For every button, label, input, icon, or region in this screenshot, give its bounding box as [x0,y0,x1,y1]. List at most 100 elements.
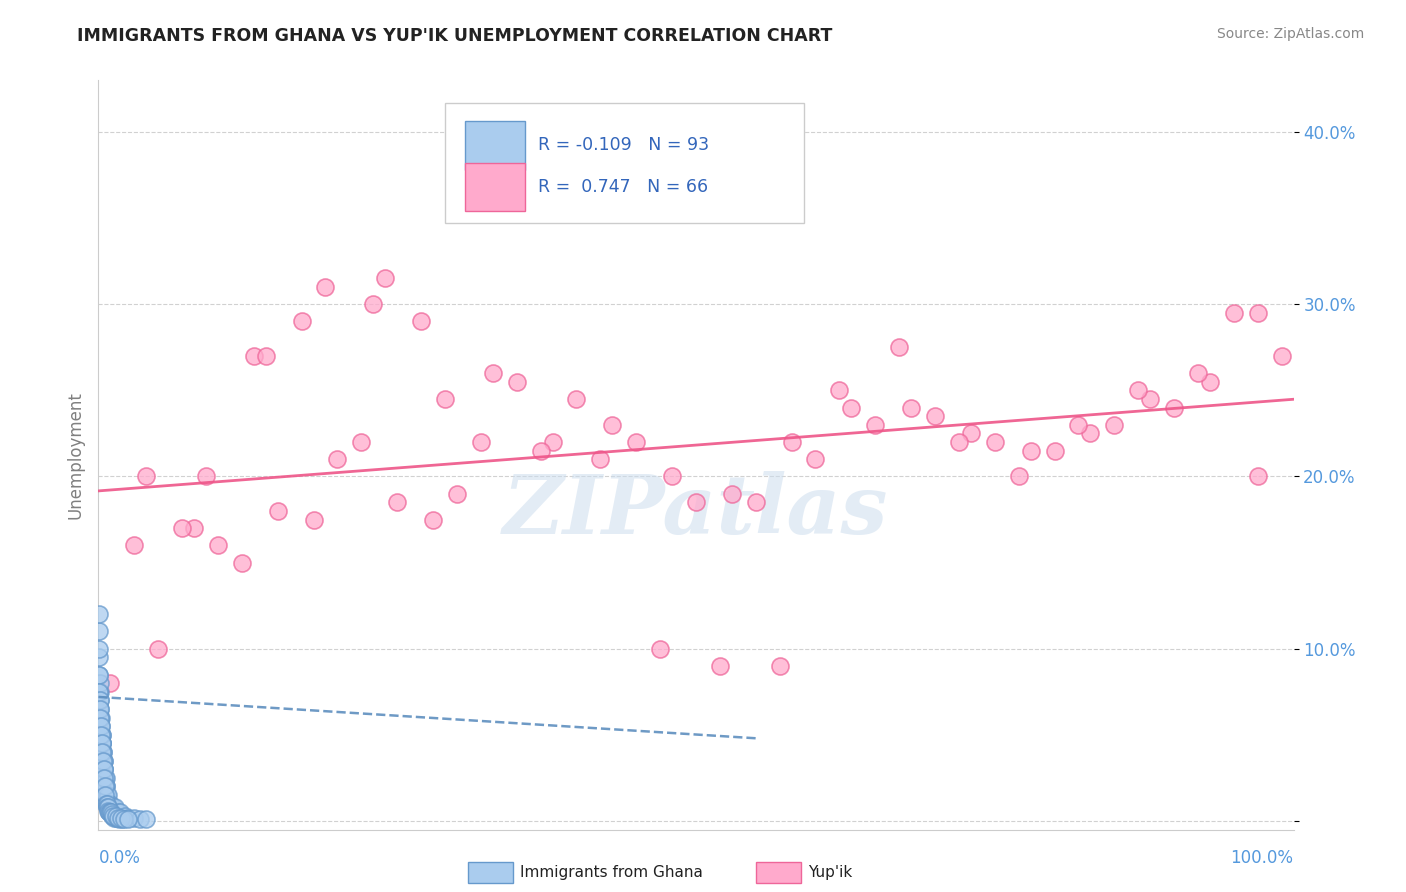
Point [924,409,946,424]
Point [780,435,803,450]
Point [87,667,110,681]
Point [1043,443,1066,458]
Point [565,392,588,406]
Point [91,745,114,759]
Point [91,754,114,768]
Point [129,812,152,826]
Point [97,800,120,814]
Point [90,728,112,742]
Point [94,780,117,794]
Point [769,659,792,673]
Point [254,349,277,363]
Point [97,804,120,818]
Point [506,375,529,389]
Point [104,800,127,814]
Point [231,556,253,570]
Point [89,702,111,716]
FancyBboxPatch shape [465,162,524,211]
Point [374,271,396,285]
Point [1247,306,1270,320]
Point [90,754,112,768]
Point [91,745,114,759]
Point [865,417,887,432]
Point [326,452,349,467]
Point [98,805,121,820]
Point [112,812,135,826]
Point [984,435,1007,450]
Point [267,504,290,518]
Point [104,809,127,823]
Point [685,495,707,509]
Point [302,512,325,526]
Text: Source: ZipAtlas.com: Source: ZipAtlas.com [1216,27,1364,41]
Point [1199,375,1222,389]
Point [1139,392,1161,406]
Point [315,280,337,294]
Text: R = -0.109   N = 93: R = -0.109 N = 93 [538,136,710,154]
Point [804,452,827,467]
Point [98,805,121,820]
Point [89,607,111,622]
Point [107,812,129,826]
Point [541,435,564,450]
Point [1271,349,1294,363]
Point [94,771,117,785]
Point [96,788,118,802]
Point [94,780,117,794]
Point [94,780,117,794]
Point [117,810,139,824]
Point [108,805,131,820]
Point [97,797,120,811]
Point [93,762,115,776]
Point [1067,417,1090,432]
Point [91,762,114,776]
Point [89,641,111,656]
Point [422,512,444,526]
Point [98,805,122,820]
Point [650,641,672,656]
Point [1080,426,1102,441]
Point [91,754,114,768]
Point [446,486,468,500]
Point [111,812,134,826]
Point [107,805,129,820]
Point [470,435,492,450]
Point [172,521,194,535]
Point [89,693,111,707]
Point [207,538,229,552]
Point [91,728,114,742]
Point [94,771,117,785]
Point [93,754,115,768]
Point [89,685,111,699]
Point [100,805,122,820]
Point [89,685,111,699]
Point [1128,384,1150,398]
Point [828,384,851,398]
Point [93,762,115,776]
Point [87,624,110,639]
Point [291,314,314,328]
Point [97,788,120,802]
Point [101,807,124,822]
Point [90,710,112,724]
Point [1187,366,1209,380]
Point [103,810,125,824]
Point [243,349,266,363]
Point [98,797,122,811]
Point [482,366,505,380]
Point [89,676,111,690]
Point [89,719,111,733]
Point [1223,306,1246,320]
Point [411,314,433,328]
Point [91,736,114,750]
Point [107,810,129,824]
Point [90,736,112,750]
Point [90,736,112,750]
Point [91,745,114,759]
Text: R =  0.747   N = 66: R = 0.747 N = 66 [538,178,709,195]
Point [117,812,139,826]
Point [91,736,114,750]
Point [1163,401,1185,415]
Point [709,659,731,673]
Point [103,809,125,823]
